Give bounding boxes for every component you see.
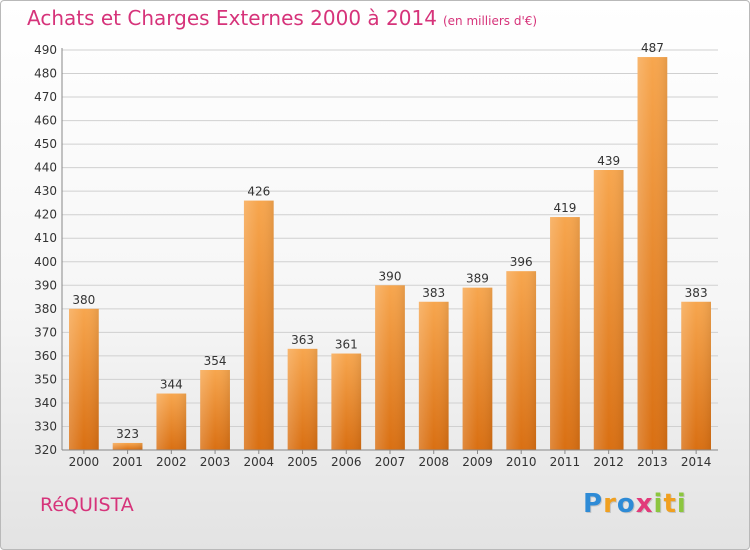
y-tick-label: 390 xyxy=(34,278,57,292)
chart-title-text: Achats et Charges Externes 2000 à 2014 xyxy=(27,6,437,30)
bar-value-label: 380 xyxy=(72,293,95,307)
y-tick-label: 460 xyxy=(34,114,57,128)
y-tick-label: 330 xyxy=(34,419,57,433)
bar-group-2001: 323 xyxy=(112,427,143,450)
bar-group-2008: 383 xyxy=(418,286,449,450)
y-tick-label: 320 xyxy=(34,443,57,457)
bar-group-2011: 419 xyxy=(550,201,580,450)
bar-value-label: 396 xyxy=(510,255,533,269)
bar-value-label: 323 xyxy=(116,427,139,441)
y-tick-label: 370 xyxy=(34,325,57,339)
bar-group-2010: 396 xyxy=(506,255,537,450)
logo-letter: x xyxy=(635,489,654,519)
bar-value-label: 363 xyxy=(291,333,314,347)
bar-group-2013: 487 xyxy=(637,41,668,450)
y-tick-label: 420 xyxy=(34,208,57,222)
bar-shine xyxy=(243,200,274,450)
logo-letter: i xyxy=(676,489,687,519)
x-tick-label: 2004 xyxy=(244,455,275,469)
bar-shine xyxy=(637,57,668,450)
axes: 320 330 340 350 360 370 380 390 400 410 420 430 440 4… xyxy=(34,43,718,469)
bar-group-2006: 361 xyxy=(331,338,362,450)
bar-group-2000: 380 xyxy=(68,293,99,450)
logo-letter: i xyxy=(653,489,664,519)
bar-shine xyxy=(506,271,537,450)
x-tick-label: 2001 xyxy=(112,455,143,469)
proxiti-logo: Proxiti xyxy=(583,489,687,519)
bar-value-label: 487 xyxy=(641,41,664,55)
y-tick-label: 350 xyxy=(34,372,57,386)
bar-group-2014: 383 xyxy=(681,286,712,450)
bar-group-2003: 354 xyxy=(200,354,230,450)
y-tick-label: 440 xyxy=(34,161,57,175)
logo-letter: o xyxy=(616,489,636,519)
y-tick-label: 380 xyxy=(34,302,57,316)
bar-value-label: 383 xyxy=(685,286,708,300)
logo-letter: t xyxy=(663,489,677,519)
x-tick-label: 2011 xyxy=(550,455,581,469)
bar-shine xyxy=(112,442,143,450)
bar-group-2012: 439 xyxy=(593,154,624,450)
bar-shine xyxy=(331,353,362,450)
chart-unit: (en milliers d'€) xyxy=(442,14,538,28)
y-tick-label: 400 xyxy=(34,255,57,269)
bar-shine xyxy=(375,285,405,450)
logo-letter: r xyxy=(603,489,617,519)
y-tick-label: 490 xyxy=(34,43,57,57)
bar-group-2009: 389 xyxy=(462,272,493,450)
y-tick-label: 340 xyxy=(34,396,57,410)
bar-value-label: 439 xyxy=(597,154,620,168)
commune-name: RéQUISTA xyxy=(40,494,134,516)
bar-shine xyxy=(550,217,580,450)
x-tick-label: 2003 xyxy=(200,455,231,469)
bar-shine xyxy=(593,170,624,450)
bar-shine xyxy=(200,370,230,450)
x-tick-label: 2000 xyxy=(69,455,100,469)
x-tick-label: 2009 xyxy=(462,455,493,469)
y-tick-label: 430 xyxy=(34,184,57,198)
x-tick-label: 2002 xyxy=(156,455,187,469)
bars: 380 323 344 354 426 363 361 390 383 389 396 419 439 4… xyxy=(68,41,712,450)
x-tick-label: 2013 xyxy=(637,455,668,469)
bar-value-label: 344 xyxy=(160,378,183,392)
bar-value-label: 419 xyxy=(553,201,576,215)
x-tick-label: 2007 xyxy=(375,455,406,469)
y-tick-label: 450 xyxy=(34,137,57,151)
bar-shine xyxy=(68,308,99,450)
bar-group-2007: 390 xyxy=(375,269,405,450)
bar-value-label: 426 xyxy=(247,185,270,199)
y-tick-label: 480 xyxy=(34,67,57,81)
bar-value-label: 390 xyxy=(379,269,402,283)
bar-shine xyxy=(462,287,493,450)
bar-group-2005: 363 xyxy=(287,333,318,450)
y-tick-label: 410 xyxy=(34,231,57,245)
x-tick-label: 2012 xyxy=(593,455,624,469)
x-tick-label: 2010 xyxy=(506,455,537,469)
bar-value-label: 354 xyxy=(204,354,227,368)
x-tick-label: 2008 xyxy=(418,455,449,469)
bar-value-label: 389 xyxy=(466,272,489,286)
y-tick-label: 360 xyxy=(34,349,57,363)
logo-letter: P xyxy=(583,489,604,519)
chart-title: Achats et Charges Externes 2000 à 2014 (e… xyxy=(27,6,537,30)
bar-shine xyxy=(681,301,712,450)
bar-group-2004: 426 xyxy=(243,185,274,450)
x-tick-label: 2014 xyxy=(681,455,712,469)
bar-shine xyxy=(418,301,449,450)
bar-shine xyxy=(287,348,318,450)
bar-shine xyxy=(156,393,187,450)
bar-value-label: 361 xyxy=(335,338,358,352)
x-tick-label: 2006 xyxy=(331,455,362,469)
x-tick-label: 2005 xyxy=(287,455,318,469)
y-tick-label: 470 xyxy=(34,90,57,104)
bar-value-label: 383 xyxy=(422,286,445,300)
bar-group-2002: 344 xyxy=(156,378,187,450)
